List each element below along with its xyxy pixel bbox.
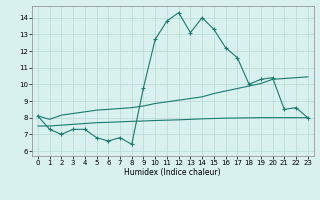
X-axis label: Humidex (Indice chaleur): Humidex (Indice chaleur) bbox=[124, 168, 221, 177]
